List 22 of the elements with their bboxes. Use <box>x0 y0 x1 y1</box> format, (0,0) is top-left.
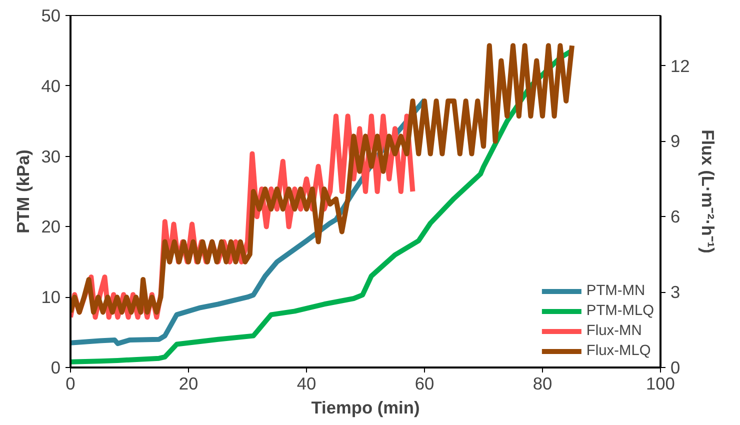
y2-tick-label: 6 <box>670 206 680 227</box>
y-tick-label: 40 <box>41 76 61 96</box>
x-tick-label: 60 <box>414 374 434 394</box>
y-tick-label: 10 <box>41 287 61 308</box>
x-tick-label: 0 <box>66 374 76 394</box>
y-tick-label: 20 <box>41 216 61 237</box>
y2-axis-title: Flux (L·m⁻²·h⁻¹) <box>698 130 718 254</box>
legend-label: PTM-MLQ <box>586 303 654 319</box>
y-tick-label: 50 <box>41 6 61 26</box>
x-tick-label: 20 <box>178 374 198 394</box>
legend-label: Flux-MN <box>586 323 642 339</box>
y2-tick-label: 3 <box>670 282 680 302</box>
legend-label: PTM-MN <box>586 283 646 299</box>
y2-tick-label: 9 <box>670 131 680 152</box>
x-tick-label: 40 <box>296 374 316 394</box>
x-axis-title: Tiempo (min) <box>311 398 420 418</box>
x-tick-label: 80 <box>532 374 552 394</box>
y-tick-label: 0 <box>50 358 61 378</box>
legend-label: Flux-MLQ <box>586 343 651 359</box>
y-tick-label: 30 <box>41 146 61 166</box>
y2-tick-label: 12 <box>670 56 690 76</box>
y-axis-title: PTM (kPa) <box>13 150 34 234</box>
